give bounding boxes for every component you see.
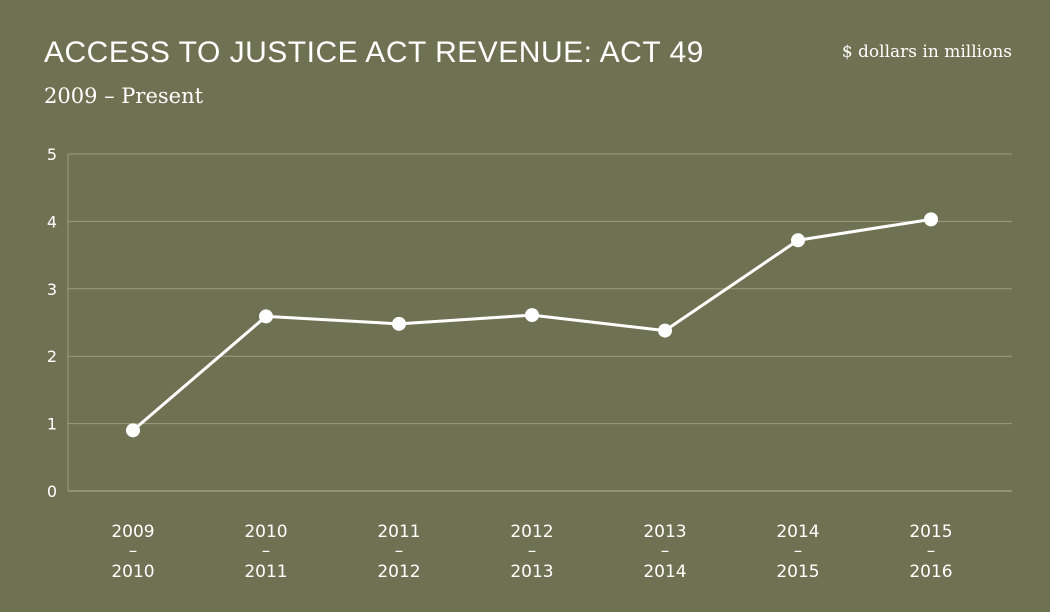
data-point-5 (791, 233, 805, 248)
data-point-0 (126, 423, 140, 438)
x-tick-label-4-0: 2013 (643, 522, 686, 542)
chart-title: ACCESS TO JUSTICE ACT REVENUE: ACT 49 (44, 36, 704, 69)
x-tick-label-2-2: 2012 (377, 562, 420, 582)
x-tick-label-2-0: 2011 (377, 522, 420, 542)
series-line-0 (132, 217, 932, 432)
x-tick-label-4-2: 2014 (643, 562, 686, 582)
data-point-4 (658, 323, 672, 338)
x-tick-label-6-0: 2015 (909, 522, 952, 542)
y-tick-label-5: 5 (47, 145, 57, 164)
x-tick-label-1-1: – (262, 541, 271, 561)
y-tick-label-0: 0 (47, 482, 57, 501)
units-label: $ dollars in millions (841, 42, 1012, 62)
x-tick-label-1-0: 2010 (244, 522, 287, 542)
y-tick-label-1: 1 (47, 415, 57, 434)
x-tick-label-3-1: – (528, 541, 537, 561)
x-tick-label-6-2: 2016 (909, 562, 952, 582)
x-tick-label-0-0: 2009 (111, 522, 154, 542)
data-point-6 (924, 212, 938, 227)
chart-subtitle: 2009 – Present (44, 84, 204, 108)
y-tick-label-3: 3 (47, 280, 57, 299)
x-tick-label-1-2: 2011 (244, 562, 287, 582)
data-point-2 (392, 316, 406, 331)
data-point-1 (259, 309, 273, 324)
x-tick-label-2-1: – (395, 541, 404, 561)
x-tick-label-5-0: 2014 (776, 522, 819, 542)
x-tick-label-0-1: – (129, 541, 138, 561)
x-tick-label-5-2: 2015 (776, 562, 819, 582)
x-tick-label-0-2: 2010 (111, 562, 154, 582)
data-point-3 (525, 308, 539, 323)
y-tick-label-4: 4 (47, 212, 57, 231)
x-tick-label-3-0: 2012 (510, 522, 553, 542)
x-tick-label-3-2: 2013 (510, 562, 553, 582)
x-tick-label-5-1: – (794, 541, 803, 561)
x-tick-label-6-1: – (927, 541, 936, 561)
y-tick-label-2: 2 (47, 347, 57, 366)
x-tick-label-4-1: – (661, 541, 670, 561)
